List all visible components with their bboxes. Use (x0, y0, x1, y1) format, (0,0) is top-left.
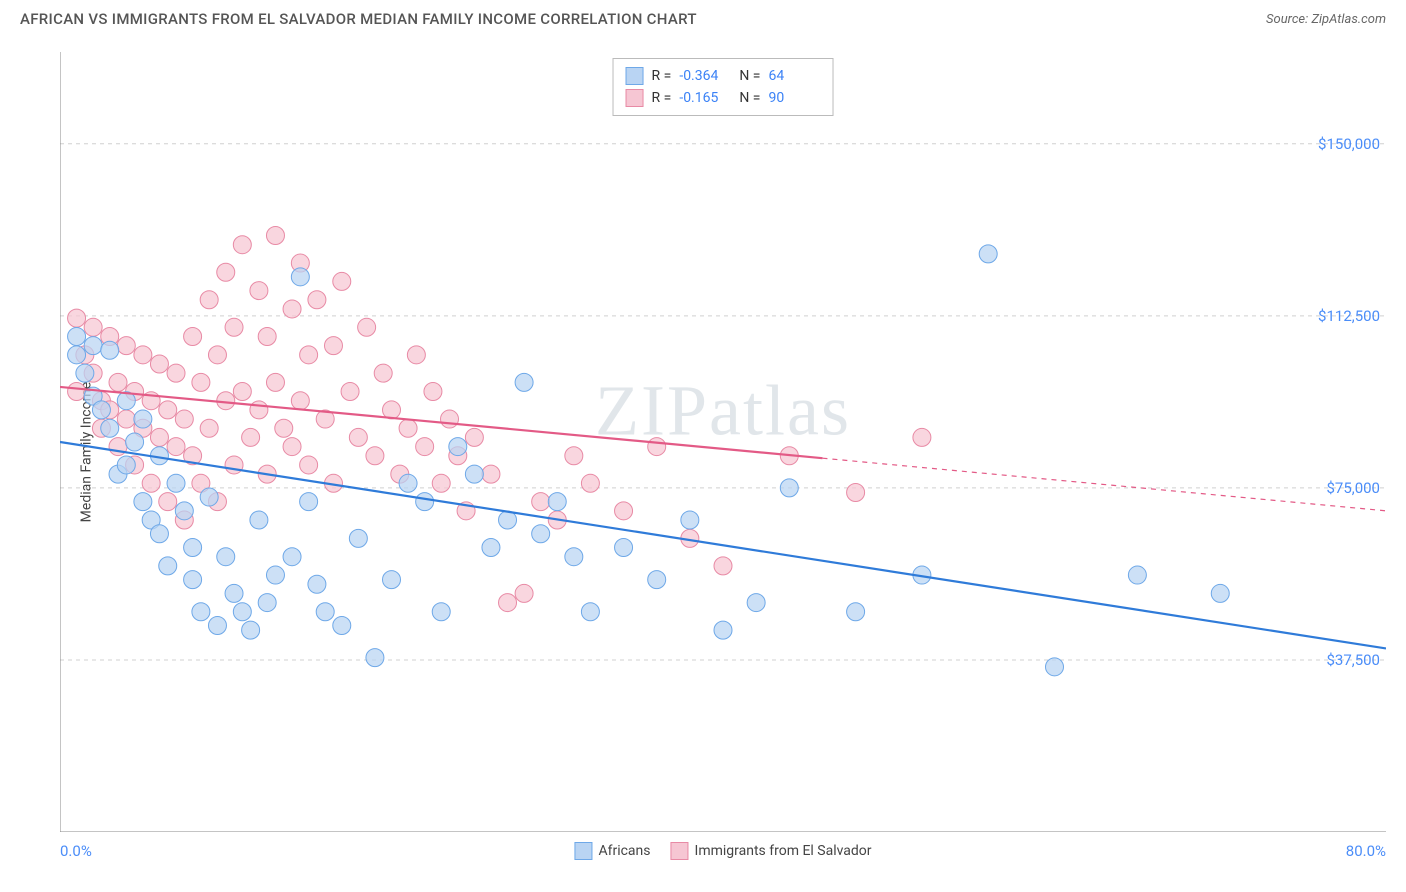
y-tick-label: $150,000 (1318, 135, 1380, 153)
source-name: ZipAtlas.com (1311, 12, 1386, 27)
chart-container: Median Family Income ZIPatlas R = -0.364… (20, 52, 1386, 852)
n-label-b: N = (739, 87, 760, 109)
y-tick-label: $75,000 (1326, 479, 1380, 497)
n-label-a: N = (739, 65, 760, 87)
stats-row-a: R = -0.364 N = 64 (626, 65, 821, 87)
legend-item-a: Africans (574, 842, 650, 860)
legend-item-b: Immigrants from El Salvador (671, 842, 872, 860)
stats-row-b: R = -0.165 N = 90 (626, 87, 821, 109)
stats-legend: R = -0.364 N = 64 R = -0.165 N = 90 (613, 58, 834, 116)
legend-label-a: Africans (598, 843, 650, 859)
y-tick-label: $112,500 (1318, 307, 1380, 325)
scatter-svg (60, 52, 1386, 832)
legend-swatch-b (671, 842, 689, 860)
n-value-b: 90 (768, 87, 820, 109)
legend-swatch-a (574, 842, 592, 860)
bottom-legend: Africans Immigrants from El Salvador (574, 842, 871, 860)
r-label-b: R = (652, 87, 672, 109)
x-tick-right: 80.0% (1346, 842, 1386, 860)
n-value-a: 64 (768, 65, 820, 87)
swatch-b (626, 89, 644, 107)
r-value-a: -0.364 (679, 65, 731, 87)
r-label-a: R = (652, 65, 672, 87)
plot-area: ZIPatlas R = -0.364 N = 64 R = -0.165 N … (60, 52, 1386, 832)
y-tick-label: $37,500 (1326, 651, 1380, 669)
chart-title: AFRICAN VS IMMIGRANTS FROM EL SALVADOR M… (20, 10, 697, 28)
r-value-b: -0.165 (679, 87, 731, 109)
x-tick-left: 0.0% (60, 842, 92, 860)
legend-label-b: Immigrants from El Salvador (695, 843, 872, 859)
source-prefix: Source: (1266, 12, 1311, 27)
swatch-a (626, 67, 644, 85)
source-label: Source: ZipAtlas.com (1266, 12, 1386, 27)
